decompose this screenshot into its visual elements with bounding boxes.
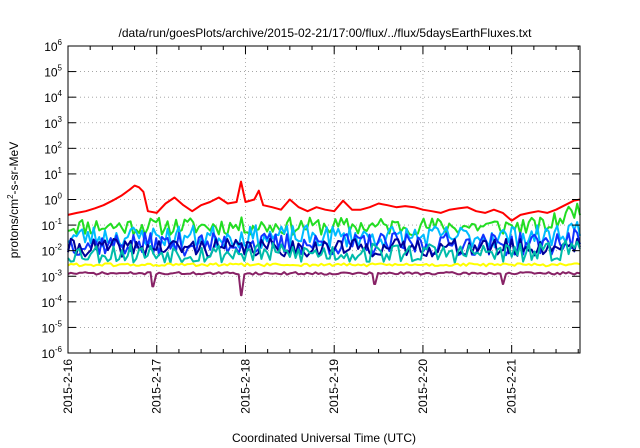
y-tick-exponent: 6 xyxy=(58,38,63,47)
y-tick-label: 106 xyxy=(44,38,62,54)
y-tick-base: 10 xyxy=(42,245,56,259)
chart-title: /data/run/goesPlots/archive/2015-02-21/1… xyxy=(119,26,533,40)
series-line-5 xyxy=(67,237,581,258)
y-tick-label: 100 xyxy=(44,192,62,208)
y-tick-exponent: 1 xyxy=(58,166,63,175)
y-tick-label: 10-4 xyxy=(42,294,63,310)
y-tick-base: 10 xyxy=(44,40,58,54)
y-tick-base: 10 xyxy=(44,194,58,208)
y-tick-label: 10-3 xyxy=(42,268,63,284)
y-tick-exponent: -1 xyxy=(55,217,63,226)
y-tick-base: 10 xyxy=(44,142,58,156)
series-layer xyxy=(67,180,581,297)
y-tick-base: 10 xyxy=(42,270,56,284)
y-tick-exponent: -6 xyxy=(55,345,63,354)
y-axis-label: protons/cm2-s-sr-MeV xyxy=(6,142,21,258)
y-tick-exponent: -3 xyxy=(55,268,63,277)
y-tick-exponent: 0 xyxy=(58,192,63,201)
y-tick-exponent: 5 xyxy=(58,64,63,73)
x-tick-label: 2015-2-18 xyxy=(238,359,252,414)
x-tick-label: 2015-2-20 xyxy=(416,359,430,414)
x-tick-labels: 2015-2-16 2015-2-17 2015-2-18 2015-2-19 2015… xyxy=(61,359,519,414)
y-tick-label: 105 xyxy=(44,64,62,80)
y-tick-base: 10 xyxy=(44,168,58,182)
y-tick-base: 10 xyxy=(42,296,56,310)
series-line-8 xyxy=(67,271,581,297)
y-tick-label: 101 xyxy=(44,166,62,182)
y-tick-base: 10 xyxy=(42,321,56,335)
y-tick-base: 10 xyxy=(44,66,58,80)
y-tick-exponent: -2 xyxy=(55,243,63,252)
y-tick-label: 103 xyxy=(44,115,62,131)
x-tick-label: 2015-2-17 xyxy=(150,359,164,414)
x-axis-label: Coordinated Universal Time (UTC) xyxy=(232,431,416,445)
y-tick-exponent: 4 xyxy=(58,89,63,98)
y-tick-exponent: 2 xyxy=(58,140,63,149)
y-tick-label: 104 xyxy=(44,89,62,105)
y-tick-base: 10 xyxy=(44,117,58,131)
y-tick-base: 10 xyxy=(44,91,58,105)
y-tick-label: 10-2 xyxy=(42,243,63,259)
y-tick-label: 10-1 xyxy=(42,217,63,233)
series-line-3 xyxy=(67,221,581,250)
y-tick-exponent: -5 xyxy=(55,319,63,328)
y-tick-label: 10-5 xyxy=(42,319,63,335)
x-tick-label: 2015-2-21 xyxy=(505,359,519,414)
series-line-6 xyxy=(67,239,581,265)
y-tick-label: 102 xyxy=(44,140,62,156)
x-tick-label: 2015-2-19 xyxy=(327,359,341,414)
y-tick-exponent: 3 xyxy=(58,115,63,124)
y-tick-base: 10 xyxy=(42,347,56,361)
y-axis-label-suffix: -s-sr-MeV xyxy=(7,142,21,195)
y-tick-labels: 10-610-510-410-310-210-11001011021031041… xyxy=(42,38,63,361)
y-axis-label-superscript: 2 xyxy=(6,194,15,199)
y-axis-label-prefix: protons/cm xyxy=(7,199,21,258)
series-line-7 xyxy=(67,262,581,268)
x-tick-label: 2015-2-16 xyxy=(61,359,75,414)
series-line-2 xyxy=(67,202,581,237)
series-line-1 xyxy=(67,180,581,222)
y-tick-base: 10 xyxy=(42,219,56,233)
ticks xyxy=(67,45,580,354)
y-tick-label: 10-6 xyxy=(42,345,63,361)
y-tick-exponent: -4 xyxy=(55,294,63,303)
